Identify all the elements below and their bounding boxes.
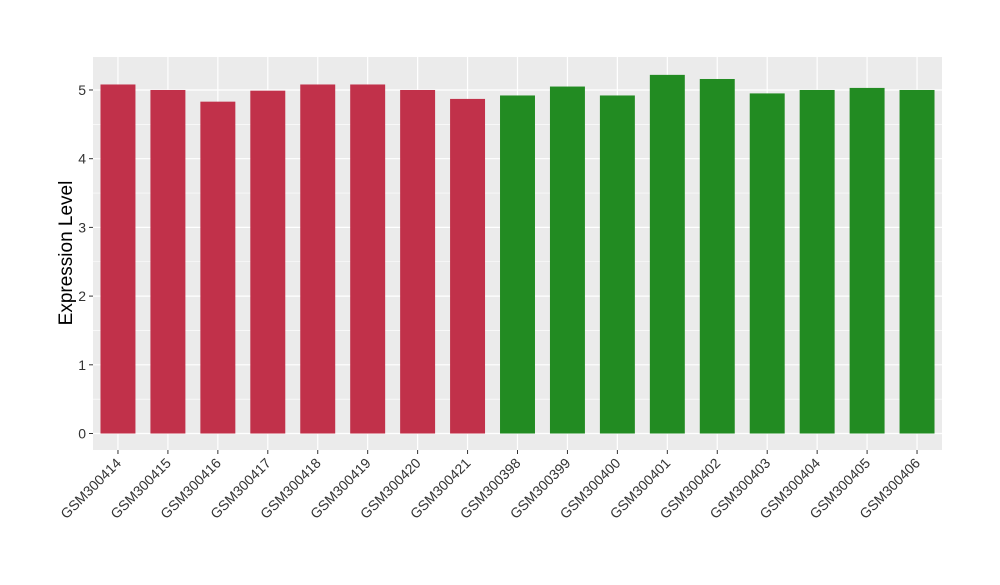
y-tick-label: 3 — [78, 219, 86, 235]
bar-GSM300419 — [350, 84, 386, 434]
y-axis: 0 1 2 3 4 5 — [78, 82, 93, 442]
y-tick-label: 0 — [78, 426, 86, 442]
y-tick-label: 5 — [78, 82, 86, 98]
bar-GSM300420 — [400, 89, 436, 434]
bar-GSM300402 — [699, 78, 735, 434]
y-tick-label: 4 — [78, 151, 86, 167]
y-tick-label: 1 — [78, 357, 86, 373]
bar-GSM300400 — [599, 95, 635, 434]
bar-GSM300404 — [799, 89, 835, 434]
x-axis: GSM300414GSM300415GSM300416GSM300417GSM3… — [57, 450, 923, 522]
bar-GSM300399 — [549, 86, 585, 434]
bar-GSM300405 — [849, 87, 885, 434]
y-axis-label: Expression Level — [56, 181, 77, 326]
bar-GSM300403 — [749, 93, 785, 434]
bar-GSM300401 — [649, 74, 685, 434]
bar-GSM300416 — [200, 101, 236, 434]
bar-GSM300406 — [899, 89, 935, 434]
bar-GSM300421 — [450, 98, 486, 434]
bars — [100, 74, 935, 434]
bar-GSM300398 — [500, 95, 535, 434]
bar-GSM300418 — [300, 84, 336, 434]
bar-GSM300414 — [100, 84, 136, 434]
y-tick-label: 2 — [78, 288, 86, 304]
bar-GSM300417 — [250, 90, 286, 434]
bar-GSM300415 — [150, 89, 186, 434]
